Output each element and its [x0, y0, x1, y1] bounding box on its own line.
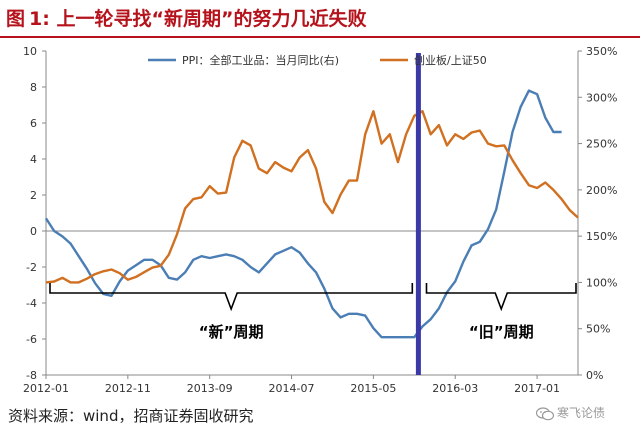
legend-label-2: 创业板/上证50 — [414, 53, 487, 67]
y-tick-label-right: 150% — [586, 230, 617, 243]
period-label-1: “新”周期 — [199, 323, 264, 341]
y-tick-label-right: 50% — [586, 323, 610, 336]
figure-title-prefix: 图 — [6, 8, 26, 30]
x-tick-label: 2013-09 — [187, 382, 233, 395]
watermark: 寒飞论债 — [535, 400, 636, 426]
figure-title-number: 1: — [29, 8, 50, 30]
wechat-icon — [535, 406, 555, 420]
x-tick-label: 2016-03 — [432, 382, 478, 395]
y-tick-label-right: 300% — [586, 91, 617, 104]
y-tick-label-left: 4 — [30, 153, 37, 166]
series-line-1 — [44, 89, 562, 339]
x-tick-label: 2014-07 — [269, 382, 315, 395]
y-tick-label-left: -2 — [26, 261, 37, 274]
y-tick-label-left: 2 — [30, 189, 37, 202]
y-tick-label-right: 200% — [586, 184, 617, 197]
period-brace-1 — [49, 283, 414, 312]
y-tick-label-left: 8 — [30, 81, 37, 94]
y-tick-label-left: -6 — [26, 333, 37, 346]
x-tick-label: 2012-01 — [23, 382, 69, 395]
y-tick-label-right: 250% — [586, 138, 617, 151]
period-label-2: “旧”周期 — [469, 323, 534, 341]
title-rule — [0, 36, 640, 38]
legend-label-1: PPI：全部工业品：当月同比(右) — [182, 53, 339, 67]
y-tick-label-left: -4 — [26, 297, 37, 310]
figure-title: 图 1: 上一轮寻找“新周期”的努力几近失败 — [6, 4, 634, 34]
period-brace-2 — [425, 283, 577, 312]
y-tick-label-right: 0% — [586, 369, 603, 382]
y-tick-label-right: 100% — [586, 276, 617, 289]
x-tick-label: 2017-01 — [514, 382, 560, 395]
x-tick-label: 2015-05 — [350, 382, 396, 395]
y-tick-label-left: -8 — [26, 369, 37, 382]
watermark-text: 寒飞论债 — [557, 406, 606, 420]
y-tick-label-left: 10 — [23, 45, 37, 58]
x-tick-label: 2012-11 — [105, 382, 151, 395]
y-tick-label-left: 0 — [30, 225, 37, 238]
chart-svg: -8-6-4-202468100%50%100%150%200%250%300%… — [23, 45, 617, 395]
source-footer: 资料来源：wind，招商证券固收研究 — [8, 407, 254, 425]
figure-title-text: 上一轮寻找“新周期”的努力几近失败 — [56, 8, 367, 30]
y-tick-label-right: 350% — [586, 45, 617, 58]
series-line-2 — [45, 110, 579, 284]
y-tick-label-left: 6 — [30, 117, 37, 130]
